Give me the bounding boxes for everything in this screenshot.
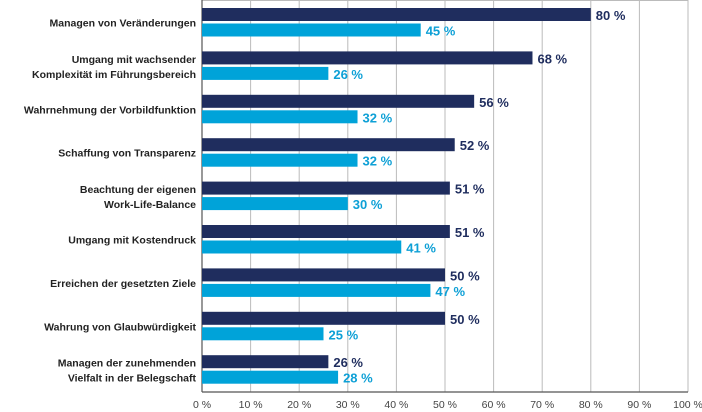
bar — [202, 8, 591, 21]
category-label: Umgang mit wachsender — [72, 54, 196, 66]
bar — [202, 110, 358, 124]
x-tick-label: 50 % — [433, 399, 457, 411]
x-tick-label: 60 % — [482, 399, 506, 411]
x-tick-label: 10 % — [239, 399, 263, 411]
x-tick-label: 0 % — [193, 399, 211, 411]
bar — [202, 23, 421, 37]
value-label: 80 % — [596, 8, 626, 23]
category-label: Umgang mit Kostendruck — [68, 235, 196, 247]
category-label: Schaffung von Transparenz — [58, 148, 196, 160]
bar — [202, 370, 339, 384]
value-label: 50 % — [450, 268, 480, 283]
category-label: Work-Life-Balance — [104, 199, 196, 211]
value-label: 45 % — [426, 24, 456, 39]
x-tick-label: 40 % — [384, 399, 408, 411]
x-tick-label: 90 % — [627, 399, 651, 411]
value-label: 26 % — [333, 67, 363, 82]
value-label: 25 % — [329, 327, 359, 342]
value-label: 26 % — [333, 355, 363, 370]
bar — [202, 197, 348, 211]
bar — [202, 138, 455, 152]
x-tick-label: 20 % — [287, 399, 311, 411]
value-label: 52 % — [460, 138, 490, 153]
value-label: 32 % — [363, 154, 393, 169]
value-label: 47 % — [435, 284, 465, 299]
category-label: Wahrnehmung der Vorbildfunktion — [24, 104, 196, 116]
value-label: 56 % — [479, 95, 509, 110]
category-label: Erreichen der gesetzten Ziele — [50, 278, 196, 290]
category-label: Beachtung der eigenen — [80, 184, 196, 196]
bar — [202, 311, 445, 325]
value-label: 32 % — [363, 110, 393, 125]
category-label: Komplexität im Führungsbereich — [32, 69, 196, 81]
category-label: Managen von Veränderungen — [50, 18, 196, 30]
value-label: 51 % — [455, 225, 485, 240]
category-label: Managen der zunehmenden — [58, 358, 196, 370]
bar — [202, 153, 358, 167]
x-tick-label: 30 % — [336, 399, 360, 411]
bar — [202, 327, 324, 341]
bar — [202, 94, 475, 108]
value-label: 51 % — [455, 182, 485, 197]
category-label: Vielfalt in der Belegschaft — [68, 373, 197, 385]
value-label: 50 % — [450, 312, 480, 327]
x-tick-label: 70 % — [530, 399, 554, 411]
bar — [202, 355, 329, 369]
value-label: 41 % — [406, 241, 436, 256]
x-tick-label: 80 % — [579, 399, 603, 411]
value-label: 28 % — [343, 371, 373, 386]
bar — [202, 283, 431, 297]
value-label: 68 % — [537, 51, 567, 66]
bar — [202, 181, 450, 195]
bar — [202, 51, 533, 65]
bar — [202, 240, 402, 254]
bar — [202, 225, 450, 238]
bar — [202, 268, 445, 282]
x-tick-label: 100 % — [673, 399, 702, 411]
value-label: 30 % — [353, 197, 383, 212]
bar — [202, 66, 329, 80]
category-label: Wahrung von Glaubwürdigkeit — [44, 321, 196, 333]
